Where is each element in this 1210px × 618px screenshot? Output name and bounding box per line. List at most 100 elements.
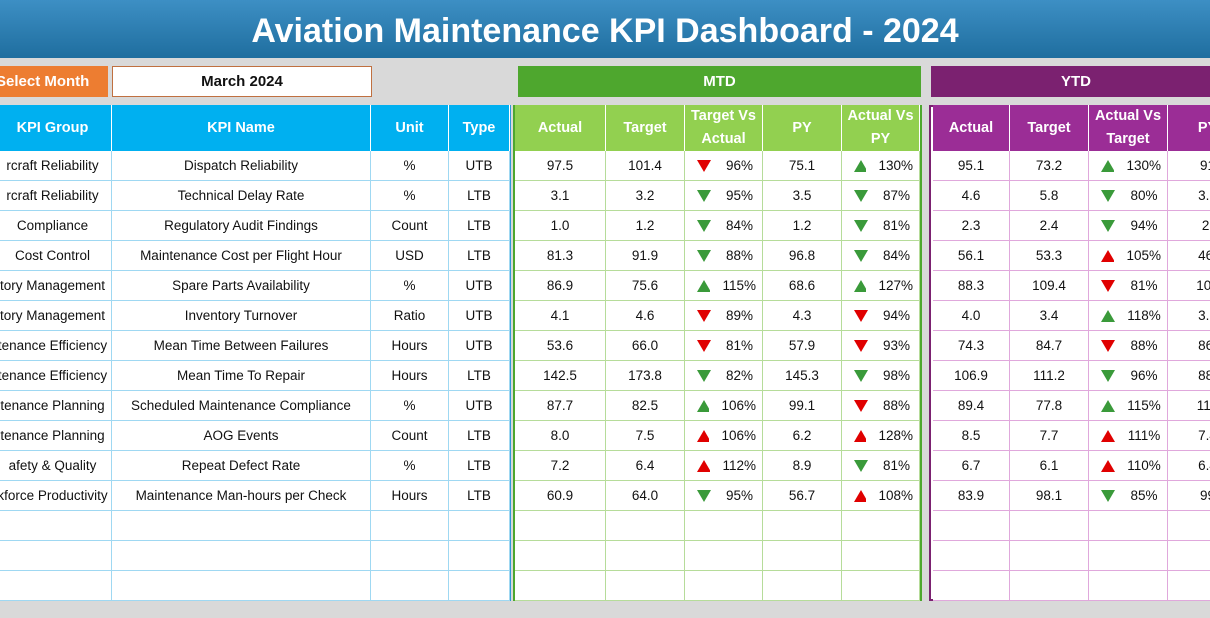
status-arrow: [697, 189, 711, 202]
empty-cell: [606, 571, 685, 601]
table-cell: LTB: [449, 211, 510, 241]
table-cell: 81.3: [515, 241, 606, 271]
table-cell: USD: [371, 241, 449, 271]
empty-cell: [1089, 571, 1168, 601]
status-arrow: [697, 459, 711, 472]
status-arrow: [854, 219, 868, 232]
status-arrow: [854, 399, 868, 412]
status-value: 110%: [1127, 458, 1161, 473]
table-cell: 73.2: [1010, 151, 1089, 181]
title: Aviation Maintenance KPI Dashboard - 202…: [0, 0, 1210, 58]
status-cell: 81%: [842, 211, 920, 241]
table-cell: 3.1: [515, 181, 606, 211]
table-cell: LTB: [449, 181, 510, 211]
table-cell: Count: [371, 421, 449, 451]
table-cell: Hours: [371, 481, 449, 511]
table-cell: 84.7: [1010, 331, 1089, 361]
kpi-group: tory Management: [0, 301, 112, 331]
column-header: Target: [606, 105, 685, 151]
kpi-group: tenance Planning: [0, 421, 112, 451]
table-cell: 83.9: [933, 481, 1010, 511]
column-header: Unit: [371, 105, 449, 151]
table-cell: 99: [1168, 481, 1210, 511]
status-value: 127%: [878, 278, 913, 293]
kpi-group: Cost Control: [0, 241, 112, 271]
table-cell: 7.7: [1010, 421, 1089, 451]
table-cell: 6.2: [763, 421, 842, 451]
status-value: 105%: [1126, 248, 1161, 263]
status-arrow: [1101, 159, 1115, 172]
status-value: 93%: [882, 338, 911, 353]
empty-cell: [842, 541, 920, 571]
status-cell: 111%: [1089, 421, 1168, 451]
empty-cell: [371, 541, 449, 571]
table-cell: 1.2: [763, 211, 842, 241]
kpi-name: Dispatch Reliability: [112, 151, 371, 181]
status-arrow: [1101, 369, 1115, 382]
table-cell: 89.4: [933, 391, 1010, 421]
status-value: 111%: [1127, 428, 1161, 443]
mtd-header: MTD: [518, 66, 921, 97]
empty-cell: [685, 541, 763, 571]
status-cell: 81%: [685, 331, 763, 361]
empty-cell: [371, 571, 449, 601]
month-value[interactable]: March 2024: [112, 66, 372, 97]
status-arrow: [1101, 249, 1115, 262]
table-cell: %: [371, 271, 449, 301]
table-cell: Count: [371, 211, 449, 241]
status-arrow: [854, 459, 868, 472]
column-header: Actual: [933, 105, 1010, 151]
table-cell: 2.3: [933, 211, 1010, 241]
status-arrow: [697, 219, 711, 232]
empty-cell: [842, 511, 920, 541]
empty-cell: [371, 511, 449, 541]
status-cell: 88%: [1089, 331, 1168, 361]
table-cell: %: [371, 151, 449, 181]
column-header: Actual Vs PY: [842, 105, 920, 151]
table-cell: 6.7: [933, 451, 1010, 481]
column-header: Type: [449, 105, 510, 151]
empty-cell: [1089, 541, 1168, 571]
status-cell: 110%: [1089, 451, 1168, 481]
empty-cell: [515, 511, 606, 541]
status-value: 106%: [721, 428, 756, 443]
status-cell: 88%: [842, 391, 920, 421]
column-header: Target: [1010, 105, 1089, 151]
status-value: 95%: [725, 488, 754, 503]
table-cell: 3.6: [1168, 301, 1210, 331]
status-value: 115%: [1127, 398, 1161, 413]
kpi-group: rcraft Reliability: [0, 181, 112, 211]
table-cell: 95.1: [933, 151, 1010, 181]
table-cell: 4.0: [933, 301, 1010, 331]
table-cell: 66.0: [606, 331, 685, 361]
status-arrow: [697, 159, 711, 172]
status-value: 96%: [725, 158, 754, 173]
status-value: 84%: [725, 218, 754, 233]
ytd-header: YTD: [931, 66, 1210, 97]
table-cell: 86.9: [515, 271, 606, 301]
status-value: 87%: [882, 188, 911, 203]
status-cell: 82%: [685, 361, 763, 391]
table-cell: 60.9: [515, 481, 606, 511]
status-cell: 94%: [842, 301, 920, 331]
table-cell: 97.5: [515, 151, 606, 181]
table-cell: 86.: [1168, 331, 1210, 361]
status-cell: 105%: [1089, 241, 1168, 271]
table-cell: 4.6: [933, 181, 1010, 211]
table-cell: 173.8: [606, 361, 685, 391]
table-cell: 77.8: [1010, 391, 1089, 421]
status-cell: 108%: [842, 481, 920, 511]
kpi-name: Scheduled Maintenance Compliance: [112, 391, 371, 421]
table-cell: Hours: [371, 331, 449, 361]
status-arrow: [854, 159, 867, 172]
month-label: Select Month: [0, 66, 108, 97]
kpi-group: tenance Planning: [0, 391, 112, 421]
table-cell: 5.8: [1010, 181, 1089, 211]
table-cell: Ratio: [371, 301, 449, 331]
table-cell: UTB: [449, 151, 510, 181]
status-cell: 96%: [685, 151, 763, 181]
status-cell: 115%: [1089, 391, 1168, 421]
status-cell: 130%: [1089, 151, 1168, 181]
column-header: Actual: [515, 105, 606, 151]
